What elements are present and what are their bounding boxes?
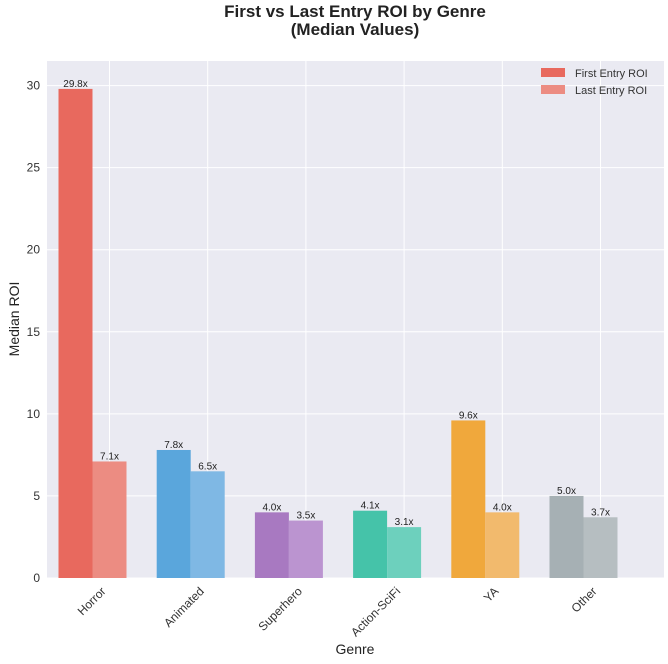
bars xyxy=(58,88,618,579)
bar-last-animated xyxy=(190,471,225,578)
bar-value-label: 3.5x xyxy=(296,511,315,522)
bar-last-ya xyxy=(485,512,520,578)
chart-title: First vs Last Entry ROI by Genre xyxy=(224,2,486,21)
y-tick-label: 20 xyxy=(27,243,41,257)
bar-value-label: 7.8x xyxy=(164,440,183,451)
x-tick-label: Superhero xyxy=(255,584,305,634)
y-tick-label: 0 xyxy=(33,571,40,585)
plot-area xyxy=(47,61,664,578)
bar-first-animated xyxy=(156,449,191,578)
x-axis-ticks: Horror Animated Superhero Action-SciFi YA Oth… xyxy=(75,584,600,639)
x-axis-label: Genre xyxy=(336,641,375,657)
y-tick-label: 30 xyxy=(27,79,41,93)
bar-value-label: 7.1x xyxy=(100,451,119,462)
bar-value-label: 3.1x xyxy=(395,517,414,528)
grid xyxy=(47,61,664,579)
legend-swatch-first-entry xyxy=(541,68,565,77)
bar-first-ya xyxy=(451,420,486,578)
legend-label-first-entry: First Entry ROI xyxy=(575,68,648,80)
y-axis-label: Median ROI xyxy=(6,282,22,357)
y-axis-ticks: 0 5 10 15 20 25 30 xyxy=(27,79,41,585)
x-tick-label: YA xyxy=(481,584,502,605)
legend: First Entry ROI Last Entry ROI xyxy=(541,68,648,97)
bar-value-label: 5.0x xyxy=(557,486,576,497)
bar-last-other xyxy=(583,517,618,578)
bar-value-label: 6.5x xyxy=(198,461,217,472)
bar-value-label: 4.0x xyxy=(493,502,512,513)
x-tick-label: Action-SciFi xyxy=(348,584,403,639)
y-tick-label: 25 xyxy=(27,161,41,175)
bar-labels: 29.8x 7.8x 4.0x 4.1x 9.6x 5.0x 7.1x 6.5x 3.5x 3.1… xyxy=(63,79,610,528)
bar-last-horror xyxy=(92,461,127,578)
bar-value-label: 4.1x xyxy=(361,501,380,512)
bar-value-label: 29.8x xyxy=(63,79,87,90)
bar-value-label: 3.7x xyxy=(591,507,610,518)
y-tick-label: 10 xyxy=(27,407,41,421)
chart-subtitle: (Median Values) xyxy=(291,20,419,39)
bar-first-horror xyxy=(58,88,93,579)
y-tick-label: 15 xyxy=(27,325,41,339)
bar-value-label: 9.6x xyxy=(459,410,478,421)
bar-last-superhero xyxy=(288,520,323,578)
x-tick-label: Horror xyxy=(75,584,109,618)
bar-first-superhero xyxy=(254,512,289,578)
bar-first-action-scifi xyxy=(353,510,388,578)
bar-first-other xyxy=(549,495,584,578)
bar-value-label: 4.0x xyxy=(262,502,281,513)
legend-swatch-last-entry xyxy=(541,85,565,94)
legend-label-last-entry: Last Entry ROI xyxy=(575,85,647,97)
x-tick-label: Other xyxy=(568,584,599,615)
x-tick-label: Animated xyxy=(161,584,207,630)
bar-last-action-scifi xyxy=(387,527,422,578)
y-tick-label: 5 xyxy=(33,489,40,503)
